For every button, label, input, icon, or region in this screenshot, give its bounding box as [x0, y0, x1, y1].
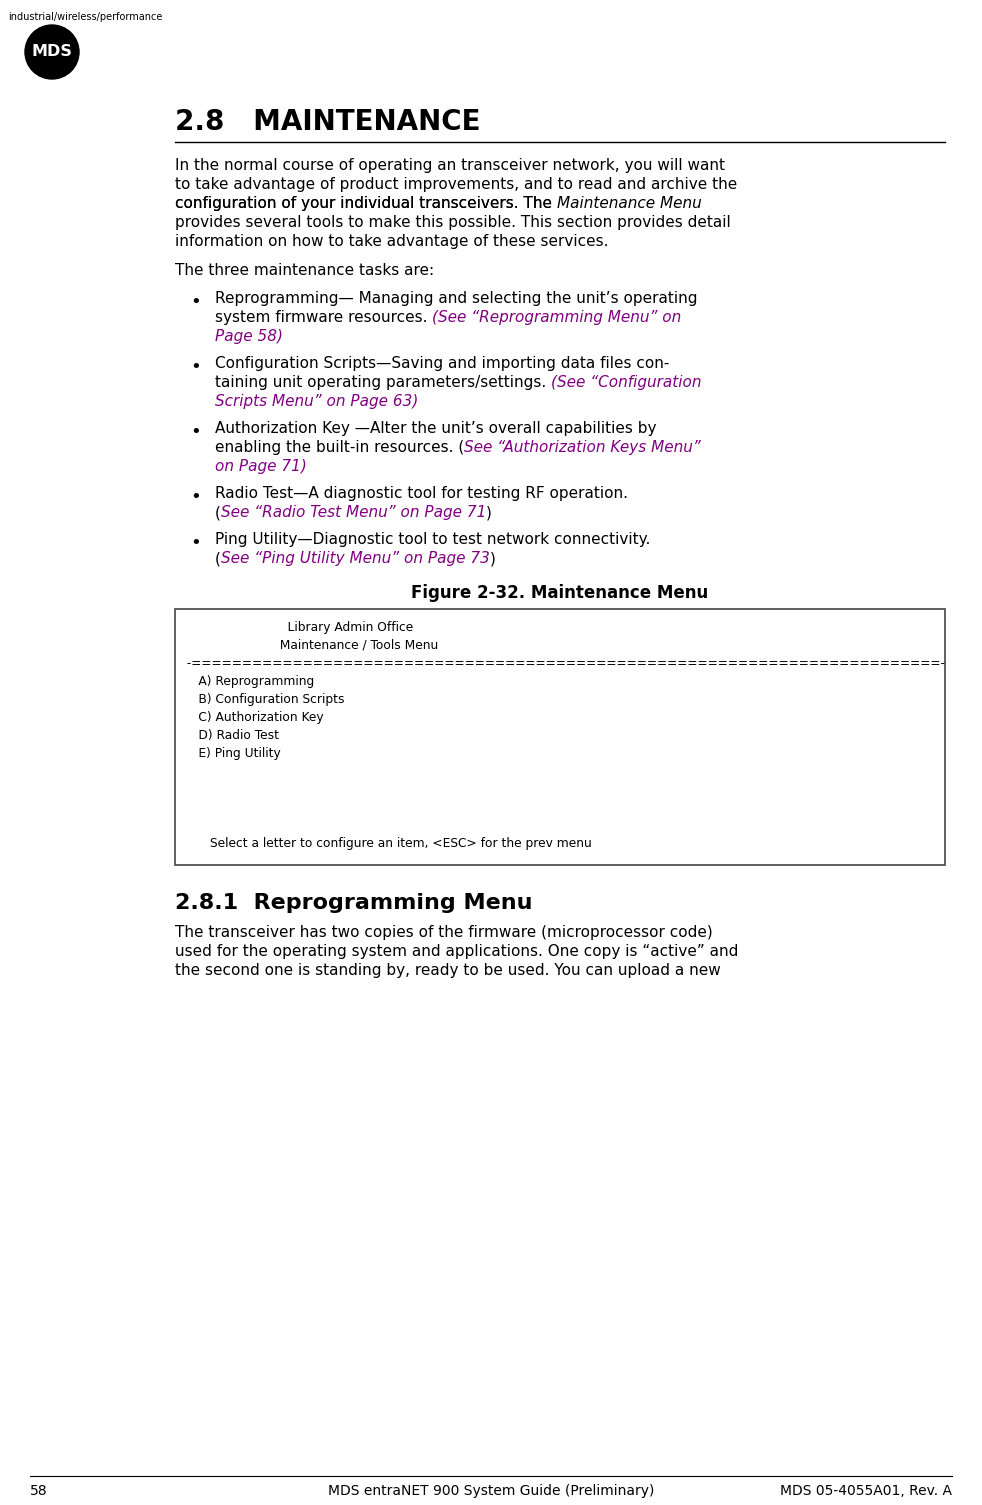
Text: Ping Utility—Diagnostic tool to test network connectivity.: Ping Utility—Diagnostic tool to test net… [215, 531, 650, 546]
FancyBboxPatch shape [175, 610, 945, 865]
Text: MDS entraNET 900 System Guide (Preliminary): MDS entraNET 900 System Guide (Prelimina… [328, 1484, 654, 1497]
Text: 2.8.1  Reprogramming Menu: 2.8.1 Reprogramming Menu [175, 892, 532, 914]
Text: Library Admin Office: Library Admin Office [179, 622, 413, 634]
Text: C) Authorization Key: C) Authorization Key [179, 710, 324, 724]
Text: Page 58): Page 58) [215, 330, 283, 345]
Text: See “Authorization Keys Menu”: See “Authorization Keys Menu” [464, 439, 701, 455]
Text: on Page 71): on Page 71) [215, 459, 306, 474]
Text: information on how to take advantage of these services.: information on how to take advantage of … [175, 233, 609, 248]
Text: The transceiver has two copies of the firmware (microprocessor code): The transceiver has two copies of the fi… [175, 926, 713, 941]
Text: MDS: MDS [31, 45, 73, 60]
Text: industrial/wireless/performance: industrial/wireless/performance [8, 12, 162, 23]
Text: Configuration Scripts—Saving and importing data files con-: Configuration Scripts—Saving and importi… [215, 357, 670, 372]
Text: The three maintenance tasks are:: The three maintenance tasks are: [175, 263, 434, 278]
Text: Figure 2-32. Maintenance Menu: Figure 2-32. Maintenance Menu [411, 584, 709, 602]
Text: 58: 58 [30, 1484, 47, 1497]
Text: the second one is standing by, ready to be used. You can upload a new: the second one is standing by, ready to … [175, 963, 721, 978]
Text: (See “Configuration: (See “Configuration [551, 375, 701, 390]
Text: E) Ping Utility: E) Ping Utility [179, 746, 281, 760]
Text: •: • [190, 488, 200, 506]
Text: MDS 05-4055A01, Rev. A: MDS 05-4055A01, Rev. A [780, 1484, 952, 1497]
Text: ): ) [486, 506, 492, 521]
Text: Scripts Menu” on Page 63): Scripts Menu” on Page 63) [215, 394, 418, 409]
Text: (See “Reprogramming Menu” on: (See “Reprogramming Menu” on [432, 310, 682, 325]
Text: configuration of your individual transceivers. The: configuration of your individual transce… [175, 196, 557, 211]
Text: to take advantage of product improvements, and to read and archive the: to take advantage of product improvement… [175, 178, 737, 193]
Text: enabling the built-in resources. (: enabling the built-in resources. ( [215, 439, 464, 455]
Text: •: • [190, 423, 200, 441]
Text: provides several tools to make this possible. This section provides detail: provides several tools to make this poss… [175, 215, 731, 230]
Text: ): ) [490, 551, 496, 566]
Text: (: ( [215, 551, 221, 566]
Text: 2.8   MAINTENANCE: 2.8 MAINTENANCE [175, 108, 480, 135]
Text: system firmware resources.: system firmware resources. [215, 310, 432, 325]
Text: configuration of your individual transceivers. The: configuration of your individual transce… [175, 196, 557, 211]
Text: •: • [190, 293, 200, 312]
Text: Maintenance / Tools Menu: Maintenance / Tools Menu [179, 640, 438, 652]
Text: Reprogramming— Managing and selecting the unit’s operating: Reprogramming— Managing and selecting th… [215, 290, 697, 306]
Text: A) Reprogramming: A) Reprogramming [179, 676, 314, 688]
Text: (: ( [215, 506, 221, 521]
Text: •: • [190, 358, 200, 376]
Text: Authorization Key —Alter the unit’s overall capabilities by: Authorization Key —Alter the unit’s over… [215, 421, 657, 436]
Text: See “Radio Test Menu” on Page 71: See “Radio Test Menu” on Page 71 [221, 506, 486, 521]
Text: D) Radio Test: D) Radio Test [179, 728, 279, 742]
Circle shape [25, 26, 79, 78]
Text: used for the operating system and applications. One copy is “active” and: used for the operating system and applic… [175, 944, 738, 959]
Text: •: • [190, 534, 200, 552]
Text: B) Configuration Scripts: B) Configuration Scripts [179, 692, 345, 706]
Text: taining unit operating parameters/settings.: taining unit operating parameters/settin… [215, 375, 551, 390]
Text: Select a letter to configure an item, <ESC> for the prev menu: Select a letter to configure an item, <E… [179, 837, 592, 850]
Text: Radio Test—A diagnostic tool for testing RF operation.: Radio Test—A diagnostic tool for testing… [215, 486, 628, 501]
Text: In the normal course of operating an transceiver network, you will want: In the normal course of operating an tra… [175, 158, 725, 173]
Text: Maintenance Menu: Maintenance Menu [557, 196, 701, 211]
Text: -==========================================================================-: -=======================================… [179, 658, 945, 670]
Text: See “Ping Utility Menu” on Page 73: See “Ping Utility Menu” on Page 73 [221, 551, 490, 566]
